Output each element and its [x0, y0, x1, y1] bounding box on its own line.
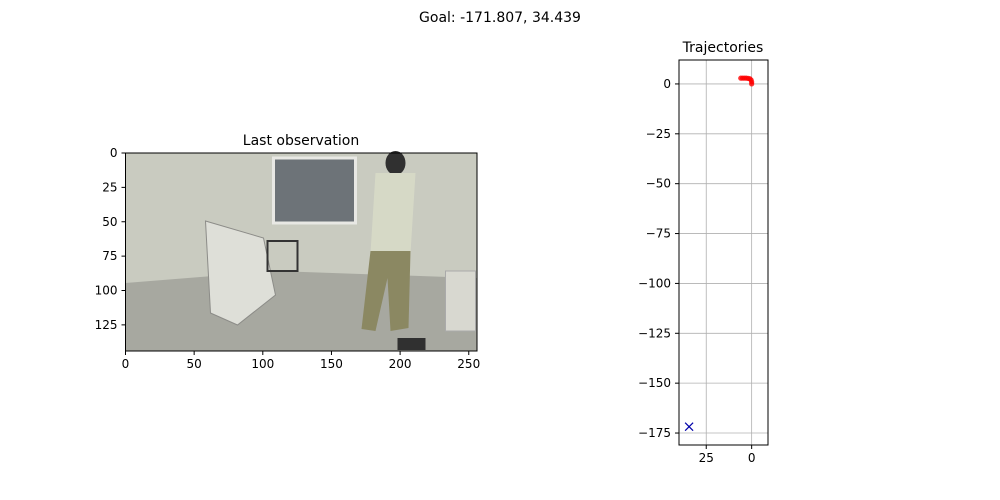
traj-y-tick-label: −150 — [638, 376, 671, 390]
trajectory-ticks: 25 0 0 −25 −50 −75 −100 −125 −150 −175 — [638, 77, 755, 465]
traj-y-tick-label: 0 — [663, 77, 671, 91]
image-y-tick-label: 0 — [110, 146, 118, 160]
image-ticks: 0 50 100 150 200 250 0 25 50 75 100 125 — [95, 146, 481, 371]
traj-x-tick-label: 0 — [748, 451, 756, 465]
image-x-tick-label: 100 — [251, 357, 274, 371]
traj-y-tick-label: −125 — [638, 326, 671, 340]
image-y-tick-label: 125 — [95, 318, 118, 332]
image-frame — [125, 152, 478, 352]
image-x-tick-label: 200 — [389, 357, 412, 371]
trajectory-point — [738, 75, 744, 81]
goal-marker — [684, 422, 694, 432]
image-y-tick-label: 100 — [95, 284, 118, 298]
image-x-tick-label: 150 — [320, 357, 343, 371]
traj-y-tick-label: −75 — [646, 227, 671, 241]
scene-whiteboard — [204, 220, 277, 326]
trajectory-frame — [678, 59, 769, 446]
person-pants — [361, 251, 411, 331]
traj-y-tick-label: −50 — [646, 177, 671, 191]
image-y-tick-label: 50 — [102, 215, 117, 229]
figure-suptitle: Goal: -171.807, 34.439 — [419, 10, 581, 26]
image-x-tick-label: 50 — [187, 357, 202, 371]
observation-image — [125, 151, 478, 352]
traj-x-tick-label: 25 — [699, 451, 714, 465]
image-y-tick-label: 75 — [102, 249, 117, 263]
traj-y-tick-label: −100 — [638, 276, 671, 290]
trajectory-points — [684, 75, 755, 432]
trajectory-grid — [679, 60, 768, 445]
scene-bag — [397, 338, 426, 350]
trajectory-axes: Trajectories 25 0 0 −25 −50 −75 −100 −125 −150 −1… — [638, 40, 769, 465]
person-head — [385, 151, 406, 175]
goal-marker-stroke — [684, 422, 694, 432]
image-axes: Last observation 0 50 100 150 200 250 0 25 50 75 1… — [95, 133, 481, 371]
trajectory-title: Trajectories — [682, 40, 764, 56]
image-y-tick-label: 25 — [102, 180, 117, 194]
scene-chair — [266, 240, 299, 272]
person-shirt — [370, 173, 416, 253]
traj-y-tick-label: −175 — [638, 426, 671, 440]
image-x-tick-label: 250 — [457, 357, 480, 371]
scene-window — [272, 156, 357, 225]
traj-y-tick-label: −25 — [646, 127, 671, 141]
image-x-tick-label: 0 — [122, 357, 130, 371]
scene-door — [445, 270, 476, 332]
image-title: Last observation — [243, 133, 359, 149]
